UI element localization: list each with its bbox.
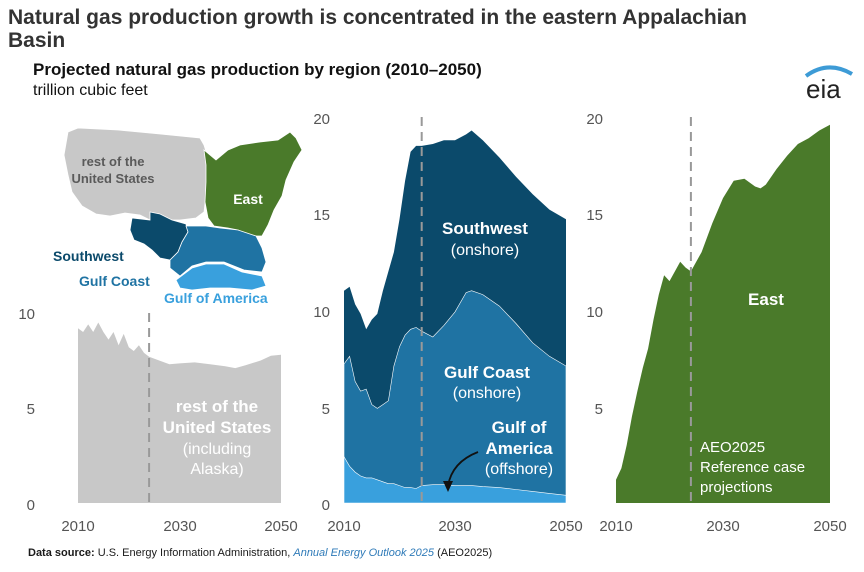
- eia-logo: eia: [804, 65, 854, 104]
- p1-y-tick-5: 5: [27, 401, 35, 418]
- map-region-gulf-of-america: [175, 263, 267, 291]
- p2-label-goa-2: America: [485, 439, 553, 458]
- p2-y-tick-0: 0: [322, 497, 330, 514]
- p3-y-tick-20: 20: [586, 111, 603, 128]
- p2-label-gulf-coast-2: (onshore): [453, 385, 521, 402]
- p2-x-tick-2050: 2050: [549, 518, 582, 535]
- p2-label-southwest-1: Southwest: [442, 219, 528, 238]
- p1-label-line4: Alaska): [190, 461, 243, 478]
- p1-x-tick-2030: 2030: [163, 518, 196, 535]
- source-text: U.S. Energy Information Administration,: [97, 547, 291, 559]
- p1-label-line2: United States: [163, 418, 272, 437]
- p2-y-tick-10: 10: [313, 304, 330, 321]
- panel-east: 20 15 10 5 2010 2030 2050 East AEO2025 R…: [586, 111, 846, 535]
- source-text-end: (AEO2025): [437, 547, 493, 559]
- data-source-note: Data source: U.S. Energy Information Adm…: [28, 547, 492, 559]
- us-map: rest of the United States East Southwest…: [53, 127, 303, 306]
- map-label-gulf-of-america: Gulf of America: [164, 290, 268, 306]
- units-label: trillion cubic feet: [33, 82, 148, 99]
- map-label-gulf-coast: Gulf Coast: [79, 273, 150, 289]
- p2-label-southwest-2: (onshore): [451, 242, 519, 259]
- map-label-rest-line1: rest of the: [82, 154, 145, 169]
- map-region-gulf-coast: [169, 225, 267, 277]
- area-rest: [78, 322, 281, 503]
- p2-y-tick-5: 5: [322, 401, 330, 418]
- chart-title: Natural gas production growth is concent…: [8, 6, 748, 52]
- p3-y-tick-5: 5: [595, 401, 603, 418]
- area-gulf-coast: [343, 290, 567, 504]
- map-label-southwest: Southwest: [53, 248, 124, 264]
- source-label: Data source:: [28, 547, 95, 559]
- panel-rest-of-us: 10 5 0 2010 2030 2050 rest of the United…: [18, 306, 297, 535]
- map-label-rest-line2: United States: [71, 171, 154, 186]
- p3-label-east: East: [748, 290, 784, 309]
- chart-subtitle: Projected natural gas production by regi…: [33, 60, 482, 79]
- p2-label-goa-3: (offshore): [485, 461, 553, 478]
- area-east: [616, 124, 830, 503]
- map-region-east: [203, 131, 303, 237]
- p1-label-line3: (including: [183, 441, 251, 458]
- p3-y-tick-15: 15: [586, 207, 603, 224]
- p3-note-line2: Reference case: [700, 459, 805, 476]
- eia-logo-text: eia: [806, 74, 841, 104]
- p3-x-tick-2030: 2030: [706, 518, 739, 535]
- p2-x-tick-2030: 2030: [438, 518, 471, 535]
- p2-y-tick-15: 15: [313, 207, 330, 224]
- p2-label-gulf-coast-1: Gulf Coast: [444, 363, 530, 382]
- area-gulf-of-america: [343, 455, 567, 504]
- p2-x-tick-2010: 2010: [327, 518, 360, 535]
- p3-y-tick-10: 10: [586, 304, 603, 321]
- p2-y-tick-20: 20: [313, 111, 330, 128]
- p1-y-tick-0: 0: [27, 497, 35, 514]
- p2-label-goa-1: Gulf of: [492, 418, 547, 437]
- p1-x-tick-2050: 2050: [264, 518, 297, 535]
- p3-note-line1: AEO2025: [700, 439, 765, 456]
- p3-x-tick-2050: 2050: [813, 518, 846, 535]
- panel-southwest-gulf: 20 15 10 5 0 2010 2030 2050 Southwest (o…: [313, 111, 582, 535]
- map-region-rest: [63, 127, 209, 221]
- p1-label-line1: rest of the: [176, 397, 258, 416]
- p3-x-tick-2010: 2010: [599, 518, 632, 535]
- p3-note-line3: projections: [700, 479, 773, 496]
- p1-x-tick-2010: 2010: [61, 518, 94, 535]
- source-link[interactable]: Annual Energy Outlook 2025: [293, 547, 435, 559]
- map-label-east: East: [233, 191, 263, 207]
- p1-y-tick-10: 10: [18, 306, 35, 323]
- p2-callout-arrowhead: [443, 481, 453, 492]
